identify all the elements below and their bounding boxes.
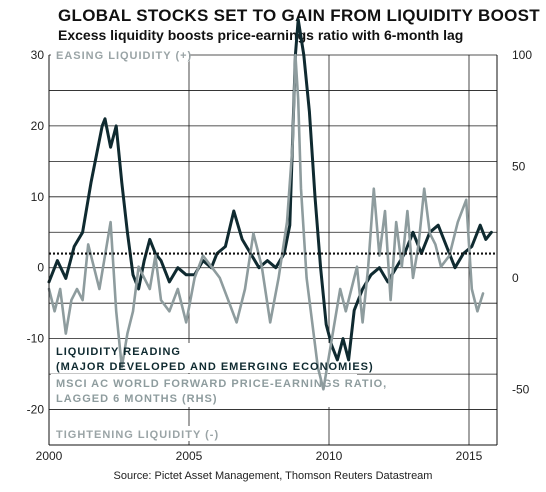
chart-subtitle: Excess liquidity boosts price-earnings r…: [58, 27, 464, 43]
y-tick-label-left: -20: [27, 403, 45, 417]
series-line-pe-ratio: [47, 53, 485, 391]
y-tick-label-right: 0: [512, 271, 519, 285]
x-tick-label: 2000: [36, 449, 63, 463]
source-note: Source: Pictet Asset Management, Thomson…: [113, 470, 433, 482]
y-tick-label-right: 50: [512, 159, 526, 173]
annotation-backdrop: [51, 343, 357, 373]
axes: [48, 55, 498, 446]
y-tick-label-right: -50: [512, 382, 530, 396]
y-tick-label-right: 100: [512, 48, 532, 62]
annotation-backdrop: [51, 426, 201, 441]
series-lines: [47, 18, 493, 391]
y-tick-label-left: -10: [27, 332, 45, 346]
x-tick-label: 2010: [316, 449, 343, 463]
legend-liquidity-line2: (MAJOR DEVELOPED AND EMERGING ECONOMIES): [56, 361, 374, 373]
x-tick-label: 2005: [176, 449, 203, 463]
legend-liquidity-line1: LIQUIDITY READING: [56, 346, 181, 358]
y-tick-label-left: 0: [37, 261, 44, 275]
y-tick-label-left: 30: [31, 48, 45, 62]
x-tick-label: 2015: [456, 449, 483, 463]
annotation-backdrop: [51, 374, 357, 407]
legend-pe-line1: MSCI AC WORLD FORWARD PRICE-EARNINGS RAT…: [56, 378, 387, 390]
annotation-backdrop: [51, 47, 189, 62]
annotation-tightening: TIGHTENING LIQUIDITY (-): [56, 429, 219, 441]
y-tick-label-left: 20: [31, 119, 45, 133]
legend-pe-line2: LAGGED 6 MONTHS (RHS): [56, 393, 218, 405]
y-tick-label-left: 10: [31, 190, 45, 204]
annotation-easing: EASING LIQUIDITY (+): [56, 50, 192, 62]
chart-title: GLOBAL STOCKS SET TO GAIN FROM LIQUIDITY…: [58, 6, 540, 25]
